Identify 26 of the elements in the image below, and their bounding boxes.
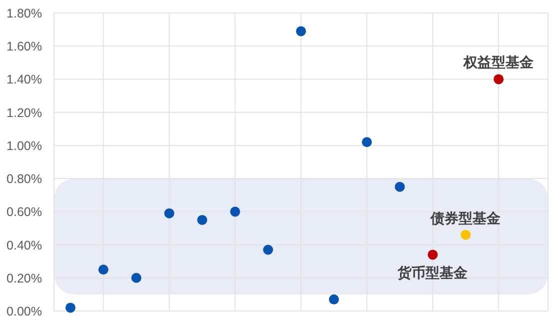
y-tick-label: 0.80% [6,172,42,186]
annotation: 债券型基金 [430,210,502,226]
point [328,294,339,304]
y-tick-label: 1.80% [6,6,42,20]
point [164,208,174,218]
point [263,244,274,255]
point [65,302,76,313]
point [296,26,306,36]
y-tick-label: 1.00% [6,138,42,153]
y-tick-label: 0.00% [6,304,42,318]
point [131,272,142,283]
point [394,182,405,192]
annotation: 货币型基金 [396,264,469,281]
y-tick-label: 1.40% [6,72,42,87]
point [230,206,240,217]
point [428,250,438,260]
point [98,264,108,275]
point [494,74,504,84]
y-tick-label: 0.20% [6,271,42,286]
point [197,214,208,225]
point [362,137,372,148]
y-tick-label: 1.60% [6,40,42,54]
annotation: 权益型基金 [462,54,535,70]
y-tick-label: 0.40% [6,238,42,252]
y-tick-label: 1.20% [6,106,42,120]
y-tick-label: 0.60% [6,205,42,220]
